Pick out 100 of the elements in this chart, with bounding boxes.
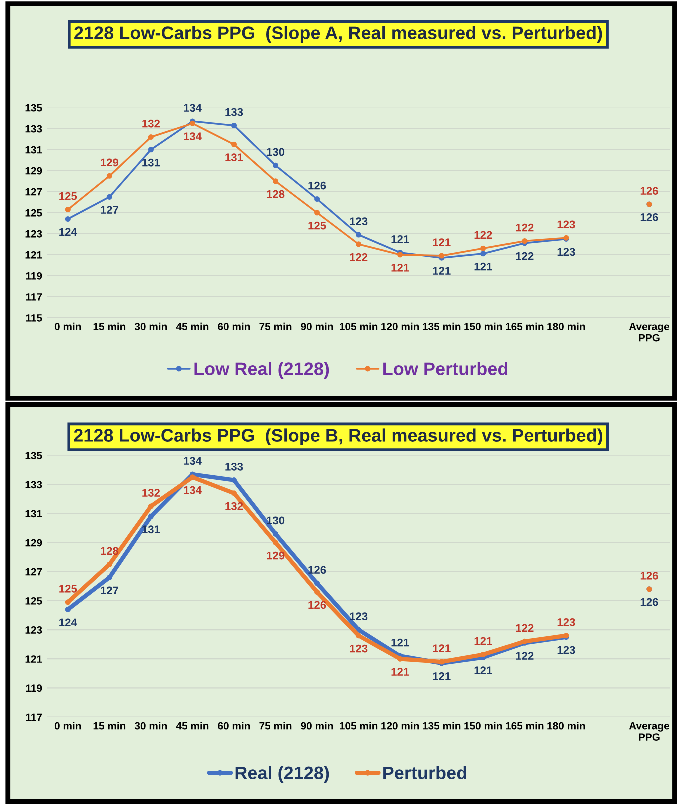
legend-label: Low Perturbed: [384, 362, 508, 376]
x-tick-label: 30 min: [134, 722, 168, 730]
data-label: 121: [392, 235, 410, 244]
x-tick-label: 75 min: [260, 722, 292, 730]
y-tick-label: 117: [26, 294, 42, 301]
data-label: 123: [350, 612, 368, 621]
x-tick-label: 60 min: [218, 322, 250, 330]
y-tick-label: 123: [26, 230, 42, 238]
data-label: 125: [60, 192, 78, 200]
x-tick-label: 90 min: [301, 322, 334, 330]
data-label: 128: [267, 190, 285, 198]
data-label: 121: [392, 668, 410, 676]
data-label: 123: [350, 218, 368, 226]
data-label: 126: [640, 598, 658, 606]
x-tick-label: 0 min: [54, 722, 82, 730]
data-label: 126: [640, 572, 658, 580]
data-label: 134: [184, 457, 202, 466]
x-tick-label: 15 min: [94, 722, 126, 730]
data-label: 121: [433, 672, 451, 680]
y-tick-label: 119: [26, 684, 42, 692]
data-label: 121: [474, 666, 492, 674]
data-label: 121: [433, 267, 451, 275]
x-tick-label: 120 min: [382, 322, 420, 330]
data-label: 133: [226, 108, 244, 116]
legend-label: Low Real (2128): [194, 362, 330, 380]
data-label: 130: [267, 148, 285, 156]
data-label: 131: [226, 154, 244, 162]
data-label: 124: [60, 228, 78, 236]
data-label: 133: [226, 462, 244, 471]
y-tick-label: 129: [26, 539, 42, 547]
x-tick-label: 75 min: [260, 322, 292, 330]
data-label: 132: [226, 502, 244, 510]
data-label: 121: [392, 638, 410, 647]
x-tick-label: 180 min: [548, 722, 586, 730]
y-tick-label: 117: [26, 714, 42, 722]
data-label: 126: [308, 566, 326, 574]
legend-label: Real (2128): [236, 766, 330, 784]
data-label: 129: [101, 158, 119, 167]
data-label: 121: [474, 262, 492, 271]
data-label: 132: [142, 489, 160, 497]
data-label: 129: [267, 552, 285, 560]
y-tick-label: 125: [26, 209, 42, 217]
data-label: 121: [433, 644, 451, 652]
y-tick-label: 129: [26, 167, 42, 175]
x-tick-label: 150 min: [464, 722, 502, 730]
y-tick-label: 135: [26, 452, 42, 460]
x-tick-label: 165 min: [506, 322, 544, 330]
data-label: 123: [558, 618, 576, 626]
x-tick-label: 180 min: [548, 322, 586, 330]
x-tick-label: 120 min: [382, 722, 420, 730]
y-tick-label: 115: [26, 314, 42, 322]
x-tick-label: 165 min: [506, 722, 544, 730]
y-tick-label: 127: [26, 188, 42, 196]
data-label: 126: [308, 182, 326, 190]
x-tick-label: 45 min: [176, 722, 209, 730]
x-tick-label: 135 min: [423, 322, 461, 330]
data-label: 123: [558, 646, 576, 654]
data-label: 122: [516, 652, 534, 660]
data-label: 125: [308, 222, 326, 230]
data-label: 127: [101, 206, 118, 214]
x-tick-label: 90 min: [301, 722, 334, 730]
data-label: 123: [350, 644, 368, 653]
data-label: 122: [474, 231, 492, 240]
y-tick-label: 135: [26, 104, 42, 112]
data-label: 121: [474, 637, 492, 646]
x-tick-label: 45 min: [176, 322, 209, 330]
data-label: 131: [142, 158, 160, 167]
data-label: 130: [267, 516, 285, 525]
x-tick-label: Average PPG: [629, 722, 670, 741]
y-tick-label: 123: [26, 626, 42, 634]
data-label: 124: [60, 618, 78, 626]
chart-title: 2128 Low-Carbs PPG (Slope B, Real measured vs. Perturbed): [74, 428, 603, 446]
y-tick-label: 127: [26, 568, 42, 576]
data-label: 123: [558, 248, 576, 256]
y-tick-label: 131: [26, 146, 42, 154]
x-tick-label: 135 min: [423, 722, 461, 730]
x-tick-label: Average PPG: [629, 323, 670, 342]
y-tick-label: 125: [26, 597, 42, 605]
data-label: 122: [350, 253, 368, 262]
x-tick-label: 150 min: [464, 322, 502, 330]
y-tick-label: 119: [26, 272, 42, 280]
y-tick-label: 133: [26, 125, 42, 133]
data-label: 134: [184, 104, 202, 112]
data-label: 132: [142, 120, 160, 128]
x-tick-label: 15 min: [94, 322, 126, 330]
legend-label: Perturbed: [384, 766, 466, 780]
data-label: 134: [184, 486, 202, 494]
y-tick-label: 131: [26, 510, 42, 518]
x-tick-label: 105 min: [340, 722, 378, 730]
x-tick-label: 60 min: [218, 722, 250, 730]
data-label: 122: [516, 224, 534, 232]
x-tick-label: 105 min: [340, 322, 378, 330]
data-label: 134: [184, 132, 202, 141]
data-label: 121: [433, 238, 451, 246]
data-label: 122: [516, 252, 534, 260]
x-tick-label: 0 min: [54, 322, 82, 330]
data-label: 121: [392, 264, 410, 272]
y-tick-label: 121: [26, 251, 42, 259]
y-tick-label: 133: [26, 481, 42, 489]
data-label: 127: [101, 586, 118, 594]
